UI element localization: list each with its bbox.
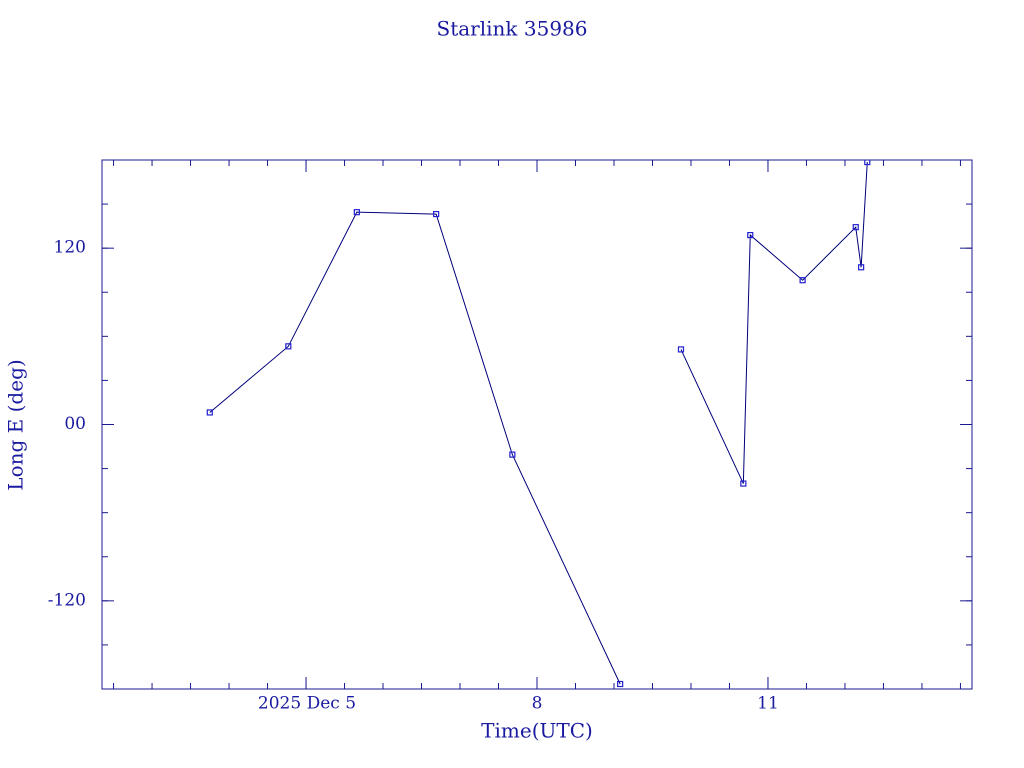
series-line	[209, 162, 868, 685]
y-tick-label: 00	[64, 414, 86, 434]
data-point	[677, 346, 685, 353]
x-tick-label: 8	[532, 694, 543, 714]
plot-frame	[101, 159, 973, 690]
data-point	[433, 210, 440, 218]
data-point	[353, 209, 360, 216]
chart-title: Starlink 35986	[437, 17, 588, 41]
x-tick-label: 11	[757, 694, 779, 714]
data-point	[858, 264, 865, 271]
data-point	[206, 409, 213, 416]
data-point	[799, 277, 806, 284]
plot-area	[206, 160, 871, 688]
x-axis-label: Time(UTC)	[481, 719, 593, 743]
data-point	[285, 343, 292, 350]
data-point	[747, 231, 754, 239]
data-point	[617, 680, 624, 688]
y-tick-label: 120	[54, 238, 86, 258]
data-point	[864, 160, 871, 166]
x-tick-label: 2025 Dec 5	[258, 694, 356, 714]
y-axis-label: Long E (deg)	[4, 359, 28, 490]
y-tick-label: -120	[48, 590, 86, 610]
data-point	[509, 451, 516, 458]
data-point	[740, 480, 747, 487]
data-point	[852, 224, 859, 231]
